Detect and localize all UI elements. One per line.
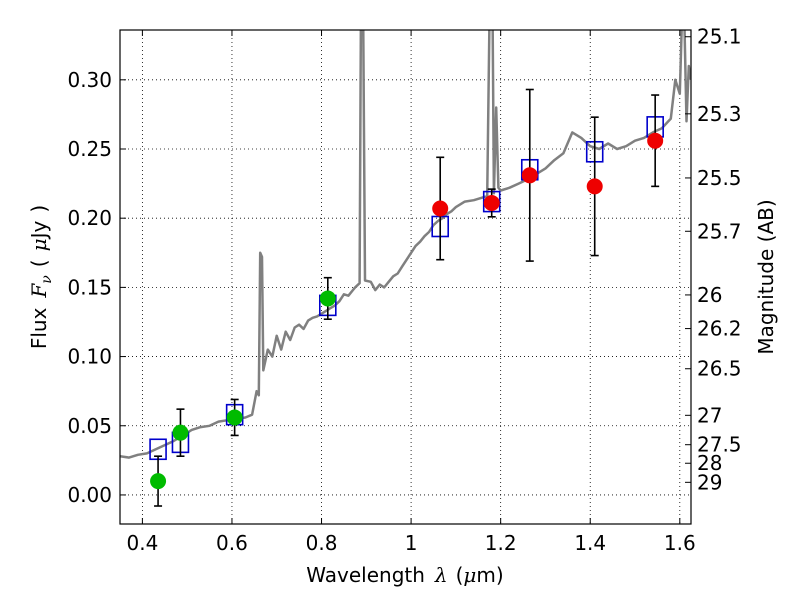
x-axis-label-symbol: λ xyxy=(434,563,448,587)
observed-point xyxy=(647,132,664,149)
spectrum-line xyxy=(120,30,691,459)
y-axis-label-paren-open: ( xyxy=(27,259,51,267)
x-axis-label: Wavelength λ (μm) xyxy=(306,563,503,587)
observed-point xyxy=(521,167,538,184)
x-axis-label-unit-mu: μ xyxy=(463,563,476,587)
x-tick-label: 0.4 xyxy=(126,531,158,555)
x-tick-label: 0.6 xyxy=(216,531,248,555)
y-axis-label-unit-mu: μ xyxy=(27,238,51,251)
x-tick-label: 0.8 xyxy=(306,531,338,555)
observed-point xyxy=(483,194,500,211)
x-tick-label: 1 xyxy=(405,531,418,555)
mag-tick-label: 25.3 xyxy=(697,102,742,126)
mag-tick-label: 25.1 xyxy=(697,25,742,49)
observed-point xyxy=(172,424,189,441)
y-axis-label-unit: Jy xyxy=(27,220,51,240)
y-axis-label: Flux Fν ( μJy) xyxy=(27,205,55,349)
observed-point xyxy=(586,178,603,195)
y-axis-label-symbol: F xyxy=(27,283,51,299)
magnitude-axis-label: Magnitude (AB) xyxy=(754,199,778,354)
observed-point xyxy=(319,290,336,307)
plot-background xyxy=(120,30,691,524)
x-tick-label: 1.2 xyxy=(485,531,517,555)
y-tick-label: 0.30 xyxy=(67,68,112,92)
x-axis-label-text: Wavelength xyxy=(306,563,425,587)
y-axis-label-paren-close: ) xyxy=(27,205,51,213)
observed-point xyxy=(226,409,243,426)
y-axis: 0.00 0.05 0.10 0.15 0.20 0.25 0.30 xyxy=(67,68,126,507)
mag-tick-label: 29 xyxy=(697,470,722,494)
x-tick-label: 1.6 xyxy=(664,531,696,555)
observed-point xyxy=(432,200,449,217)
x-axis-label-unit-close: m) xyxy=(476,563,503,587)
y-axis-label-text: Flux xyxy=(27,307,51,349)
observed-point xyxy=(150,473,167,490)
mag-tick-label: 25.7 xyxy=(697,219,742,243)
y-tick-label: 0.10 xyxy=(67,345,112,369)
plot-frame xyxy=(119,29,692,525)
mag-tick-label: 26 xyxy=(697,283,722,307)
observed-points xyxy=(150,132,664,490)
y-tick-label: 0.00 xyxy=(67,483,112,507)
mag-tick-label: 27 xyxy=(697,403,722,427)
mag-tick-label: 25.5 xyxy=(697,166,742,190)
y-tick-label: 0.15 xyxy=(67,275,112,299)
mag-tick-label: 26.5 xyxy=(697,357,742,381)
mag-tick-label: 28 xyxy=(697,451,722,475)
y-axis-label-subscript: ν xyxy=(39,275,55,284)
x-axis: 0.4 0.6 0.8 1 1.2 1.4 1.6 xyxy=(126,30,696,555)
x-tick-label: 1.4 xyxy=(574,531,606,555)
mag-tick-label: 27.5 xyxy=(697,433,742,457)
x-axis-label-unit-open: ( xyxy=(456,563,464,587)
y-tick-label: 0.20 xyxy=(67,206,112,230)
mag-tick-label: 26.2 xyxy=(697,317,742,341)
y-tick-label: 0.25 xyxy=(67,137,112,161)
y-tick-label: 0.05 xyxy=(67,414,112,438)
